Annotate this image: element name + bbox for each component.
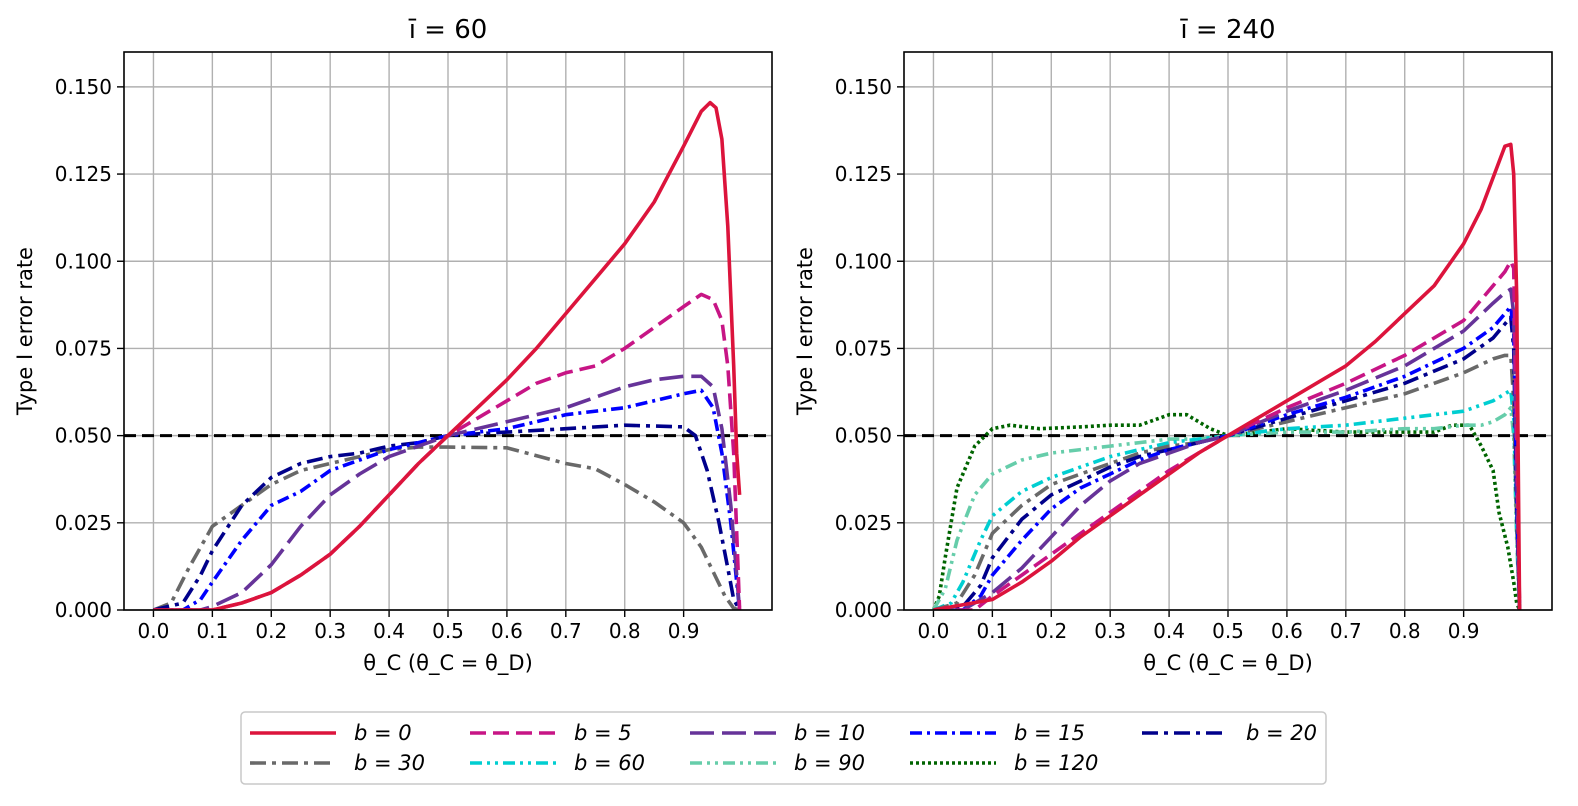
y-tick-label: 0.050 xyxy=(55,424,112,448)
x-axis-label: θ_C (θ_C = θ_D) xyxy=(1143,651,1313,676)
series-line-b-60 xyxy=(932,388,1522,610)
x-tick-label: 0.7 xyxy=(1330,619,1362,643)
x-tick-label: 0.3 xyxy=(1094,619,1126,643)
series-group xyxy=(931,142,1522,610)
x-tick-label: 0.9 xyxy=(1448,619,1480,643)
y-tick-label: 0.000 xyxy=(55,598,112,622)
y-tick-label: 0.000 xyxy=(835,598,892,622)
series-line-b-5 xyxy=(153,292,742,610)
x-tick-label: 0.3 xyxy=(314,619,346,643)
x-tick-label: 0.0 xyxy=(138,619,170,643)
y-tick-label: 0.150 xyxy=(55,75,112,99)
legend-label: b = 90 xyxy=(794,751,865,775)
x-tick-label: 0.6 xyxy=(491,619,523,643)
legend-label: b = 15 xyxy=(1014,721,1085,745)
axes-frame xyxy=(123,51,773,611)
y-axis-label: Type I error rate xyxy=(793,247,817,416)
x-tick-label: 0.4 xyxy=(1153,619,1185,643)
legend-box xyxy=(240,711,1327,785)
legend-label: b = 0 xyxy=(354,721,412,745)
x-tick-label: 0.2 xyxy=(255,619,287,643)
x-tick-label: 0.4 xyxy=(373,619,405,643)
legend-label: b = 20 xyxy=(1246,721,1317,745)
y-tick-label: 0.075 xyxy=(835,336,892,360)
series-line-b-20 xyxy=(153,423,742,610)
y-tick-label: 0.150 xyxy=(835,75,892,99)
y-tick-label: 0.025 xyxy=(55,511,112,535)
legend-label: b = 30 xyxy=(354,751,425,775)
y-tick-label: 0.075 xyxy=(55,336,112,360)
x-tick-label: 0.2 xyxy=(1035,619,1067,643)
y-tick-label: 0.100 xyxy=(835,249,892,273)
series-group xyxy=(152,100,742,610)
series-line-b-30 xyxy=(152,445,741,610)
series-line-b-0 xyxy=(153,100,742,610)
series-line-b-10 xyxy=(153,374,742,610)
legend-label: b = 120 xyxy=(1014,751,1098,775)
panel-2: 0.0 0.1 0.2 0.3 0.4 0.5 0.6 0.7 0.8 0.9 0.000 0.025… xyxy=(793,15,1553,676)
x-tick-label: 0.0 xyxy=(918,619,950,643)
x-tick-label: 0.8 xyxy=(609,619,641,643)
x-axis-label: θ_C (θ_C = θ_D) xyxy=(363,651,533,676)
y-tick-label: 0.050 xyxy=(835,424,892,448)
y-tick-label: 0.100 xyxy=(55,249,112,273)
y-tick-label: 0.125 xyxy=(55,162,112,186)
x-tick-label: 0.7 xyxy=(550,619,582,643)
y-tick-label: 0.125 xyxy=(835,162,892,186)
series-line-b-0 xyxy=(933,142,1522,610)
x-tick-label: 0.1 xyxy=(976,619,1008,643)
x-tick-label: 0.6 xyxy=(1271,619,1303,643)
panel-title: ī = 240 xyxy=(1179,15,1275,45)
x-tick-label: 0.5 xyxy=(1212,619,1244,643)
series-line-b-15 xyxy=(153,388,742,610)
y-tick-label: 0.025 xyxy=(835,511,892,535)
panel-title: ī = 60 xyxy=(408,15,488,45)
x-tick-label: 0.8 xyxy=(1389,619,1421,643)
legend-label: b = 60 xyxy=(574,751,645,775)
y-axis-label: Type I error rate xyxy=(13,247,37,416)
series-line-b-120 xyxy=(931,412,1522,610)
x-tick-label: 0.5 xyxy=(432,619,464,643)
legend: b = 0 b = 30 b = 5 b = 60 b = 10 b = 90 b = 15… xyxy=(240,711,1327,785)
series-line-b-30 xyxy=(932,353,1522,610)
panel-1: 0.0 0.1 0.2 0.3 0.4 0.5 0.6 0.7 0.8 0.9 0.000 0.025… xyxy=(13,15,773,676)
legend-label: b = 5 xyxy=(574,721,632,745)
x-tick-label: 0.1 xyxy=(196,619,228,643)
legend-label: b = 10 xyxy=(794,721,865,745)
x-tick-label: 0.9 xyxy=(668,619,700,643)
axes-frame xyxy=(903,51,1553,611)
